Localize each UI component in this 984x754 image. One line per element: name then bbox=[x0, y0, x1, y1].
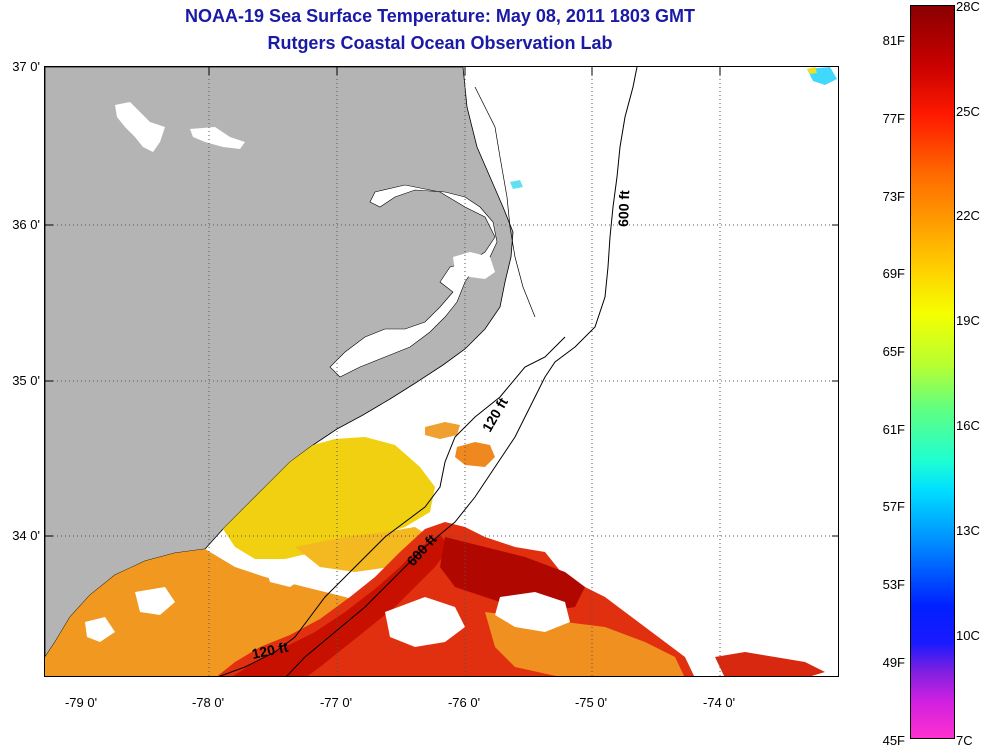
colorbar-f-65: 65F bbox=[882, 344, 905, 359]
colorbar-f-49: 49F bbox=[882, 655, 905, 670]
lat-label-37: 37 0' bbox=[12, 59, 40, 74]
lon-label-74: -74 0' bbox=[702, 695, 736, 710]
colorbar-f-77: 77F bbox=[882, 111, 905, 126]
map-title: NOAA-19 Sea Surface Temperature: May 08,… bbox=[185, 6, 695, 26]
colorbar-c-22: 22C bbox=[956, 208, 980, 223]
lon-label-76: -76 0' bbox=[447, 695, 481, 710]
colorbar-c-16: 16C bbox=[956, 418, 980, 433]
colorbar-c-7: 7C bbox=[956, 733, 973, 748]
colorbar-f-81: 81F bbox=[882, 33, 905, 48]
colorbar-c-13: 13C bbox=[956, 523, 980, 538]
map-subtitle: Rutgers Coastal Ocean Observation Lab bbox=[267, 33, 613, 53]
contour-600ft-north bbox=[286, 67, 638, 676]
lon-label-78: -78 0' bbox=[191, 695, 225, 710]
colorbar-f-57: 57F bbox=[882, 499, 905, 514]
colorbar-c-10: 10C bbox=[956, 628, 980, 643]
temperature-colorbar bbox=[910, 5, 955, 739]
lat-label-34: 34 0' bbox=[12, 528, 40, 543]
contour-120ft bbox=[219, 336, 566, 676]
lat-label-35: 35 0' bbox=[12, 373, 40, 388]
sst-yellow bbox=[223, 437, 435, 559]
contour-label-120ft: 120 ft bbox=[479, 395, 511, 435]
colorbar-f-61: 61F bbox=[882, 422, 905, 437]
colorbar-c-28: 28C bbox=[956, 0, 980, 14]
lon-label-75: -75 0' bbox=[574, 695, 608, 710]
contour-label-120ft-south: 120 ft bbox=[250, 639, 289, 662]
colorbar-f-45: 45F bbox=[882, 733, 905, 748]
colorbar-f-73: 73F bbox=[882, 189, 905, 204]
lon-label-79: -79 0' bbox=[64, 695, 98, 710]
colorbar-c-25: 25C bbox=[956, 104, 980, 119]
colorbar-f-53: 53F bbox=[882, 577, 905, 592]
colorbar-c-19: 19C bbox=[956, 313, 980, 328]
lat-label-36: 36 0' bbox=[12, 217, 40, 232]
sst-map: 600 ft 120 ft 600 ft 120 ft bbox=[44, 66, 839, 677]
contour-label-600ft-north: 600 ft bbox=[615, 190, 632, 227]
lon-label-77: -77 0' bbox=[319, 695, 353, 710]
colorbar-f-69: 69F bbox=[882, 266, 905, 281]
